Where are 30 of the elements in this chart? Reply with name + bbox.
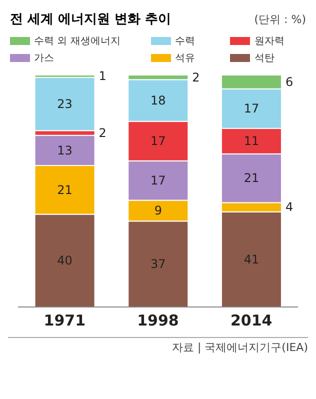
legend-label: 석유 [174,52,195,65]
text: 자료 | 국제에너지기구(IEA) [8,337,308,355]
data-label: 6 [285,74,294,89]
legend-label: 가스 [34,52,54,65]
data-label: 41 [244,252,260,266]
data-label: 17 [150,174,166,188]
x-tick-label: 1971 [44,312,86,330]
data-label: 21 [57,182,72,197]
data-label: 17 [150,134,166,148]
data-label: 37 [150,257,166,272]
data-label: 21 [244,171,260,186]
data-label: 18 [150,94,166,108]
legend-label: 수력 [174,35,195,48]
x-tick-label: 2014 [230,312,272,330]
data-label: 23 [57,97,72,111]
data-label: 11 [244,134,260,148]
chart-title: 전 세계 에너지원 변화 추이 [10,11,172,28]
legend-label: 수력 외 재생에너지 [34,35,120,48]
data-label: 1 [98,69,106,84]
legend-label: 원자력 [254,35,284,48]
data-label: 4 [285,200,294,214]
data-label: 17 [244,102,260,116]
data-label: 40 [57,254,72,268]
data-label: 2 [98,126,106,140]
data-label: 9 [154,204,162,218]
text: (단위 : %) [254,12,306,27]
legend-label: 석탄 [254,52,274,65]
x-tick-label: 1998 [137,312,179,330]
data-label: 13 [57,143,72,158]
data-label: 2 [192,70,200,84]
